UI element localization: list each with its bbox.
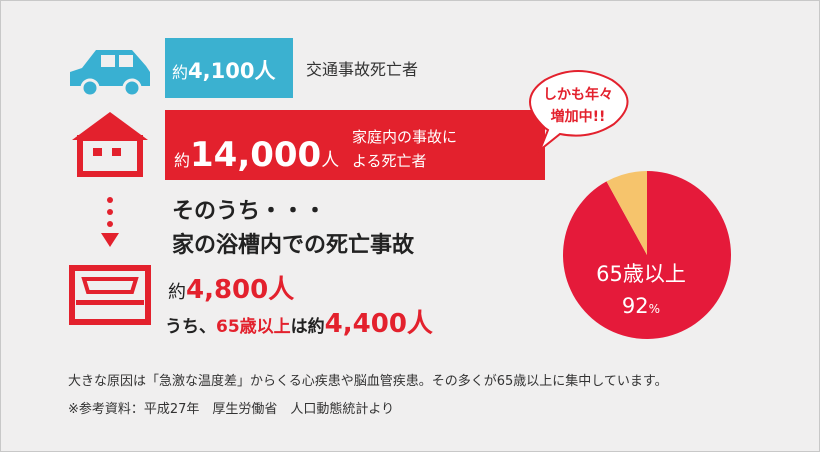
- slice-label: 65歳以上: [596, 262, 686, 286]
- bubble-text: 増加中!!: [551, 108, 606, 125]
- home-label: よる死亡者: [352, 152, 427, 170]
- value: 92: [622, 294, 649, 318]
- bubble-text: しかも年々: [543, 86, 613, 103]
- traffic-label: 交通事故死亡者: [306, 60, 418, 79]
- prefix: 約: [172, 63, 188, 82]
- prefix: うち、: [165, 317, 216, 337]
- home-label: 家庭内の事故に: [352, 128, 457, 146]
- number: 4,800人: [186, 275, 294, 305]
- slice-value: 92%: [622, 294, 660, 318]
- pie-chart: 65歳以上 92%: [563, 171, 731, 339]
- down-arrow: [101, 197, 119, 247]
- mid: は約: [291, 316, 325, 337]
- traffic-box: [165, 38, 293, 98]
- number: 4,400人: [325, 309, 433, 339]
- number: 4,100人: [188, 59, 275, 83]
- pie-slice: [606, 171, 647, 255]
- bath-total: 約4,800人: [168, 275, 294, 305]
- group: 65歳以上: [216, 316, 291, 337]
- bath-elderly: うち、65歳以上は約4,400人: [165, 309, 433, 339]
- house-icon: [72, 112, 148, 177]
- unit: %: [649, 302, 660, 316]
- bathtub-icon: [69, 265, 151, 325]
- source: ※参考資料：平成27年 厚生労働省 人口動態統計より: [68, 401, 394, 417]
- home-count: 約14,000人: [174, 135, 339, 175]
- note: 大きな原因は「急激な温度差」からくる心疾患や脳血管疾患。その多くが65歳以上に集…: [68, 373, 668, 389]
- speech-bubble: [529, 70, 629, 154]
- prefix: 約: [174, 151, 190, 170]
- prefix: 約: [168, 282, 186, 303]
- traffic-count: 約4,100人: [172, 59, 275, 83]
- suffix: 人: [321, 150, 339, 171]
- home-box: [165, 110, 545, 180]
- bath-title: 家の浴槽内での死亡事故: [172, 232, 415, 258]
- car-icon: [70, 50, 150, 98]
- intro: そのうち・・・: [172, 199, 326, 224]
- number: 14,000: [190, 135, 321, 175]
